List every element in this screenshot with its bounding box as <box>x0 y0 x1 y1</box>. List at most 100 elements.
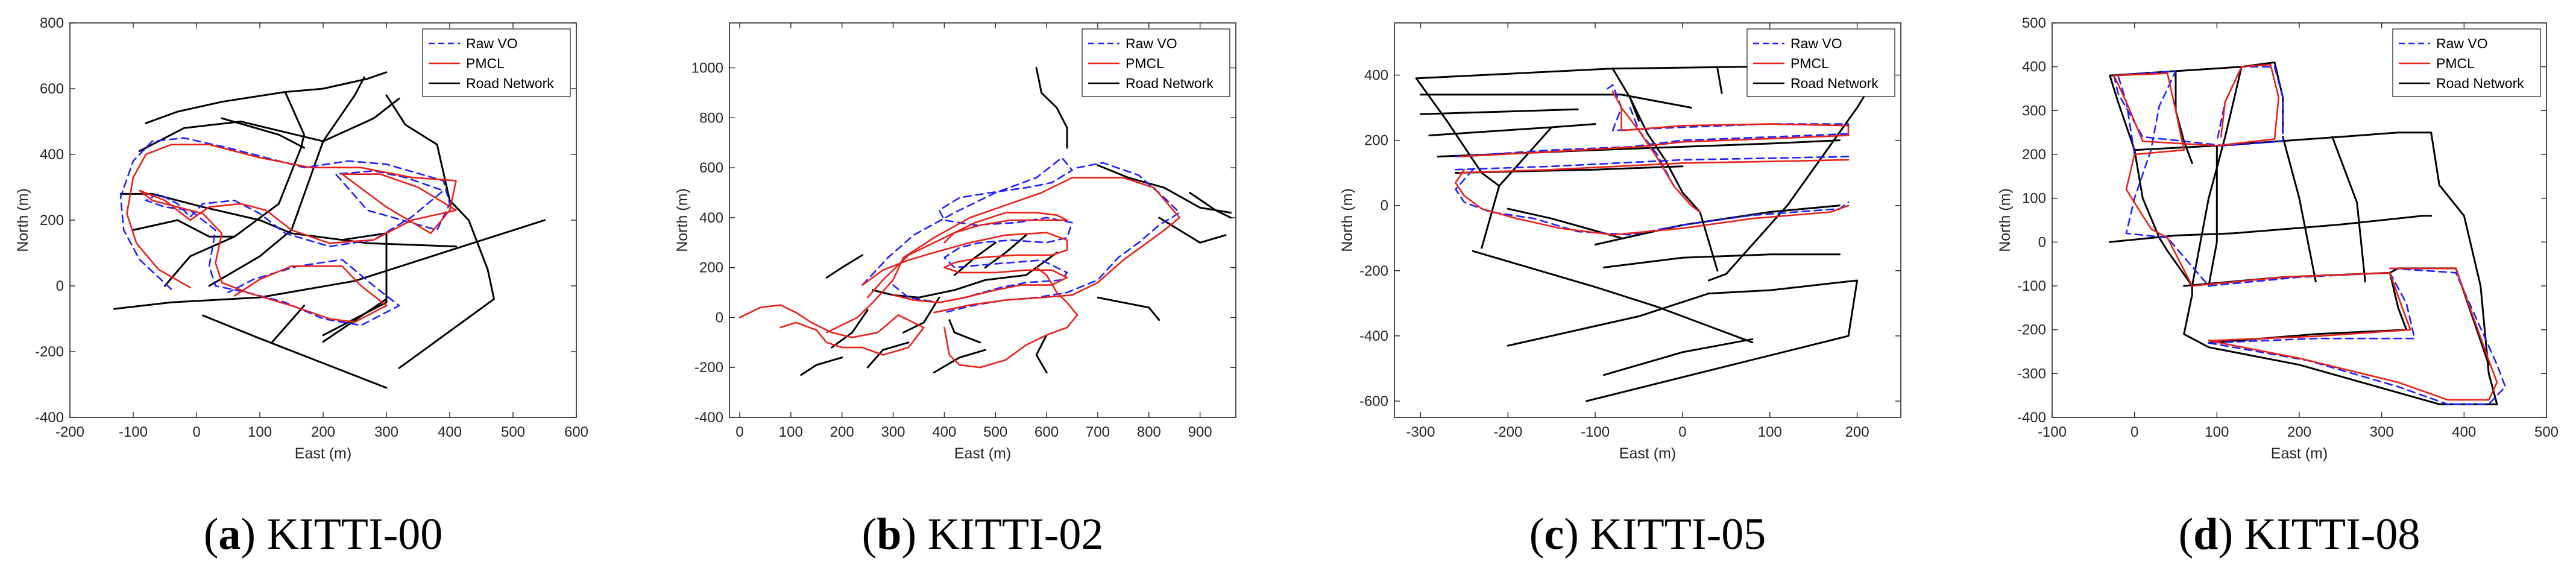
series-path <box>385 94 495 369</box>
caption-title: KITTI-02 <box>916 510 1103 559</box>
y-tick-label: -600 <box>1359 393 1388 410</box>
chart-caption: (a) KITTI-00 <box>204 510 443 559</box>
x-tick-label: 400 <box>438 424 462 440</box>
y-tick-label: -200 <box>35 344 64 360</box>
series-path <box>1025 252 1058 276</box>
legend-label: Road Network <box>1790 75 1878 91</box>
x-tick-label: 300 <box>2370 424 2394 440</box>
x-tick-label: 200 <box>2287 424 2311 440</box>
series-path <box>271 305 305 343</box>
series-pmcl <box>126 144 457 323</box>
y-tick-label: 600 <box>699 160 723 176</box>
x-tick-label: 100 <box>248 424 272 440</box>
chart-4: -100 0 100 200 300 400 500 -400 -300 -200 -100 0 100… <box>1997 15 2559 559</box>
y-tick-label: -400 <box>35 410 64 426</box>
series-path <box>2113 72 2498 401</box>
series-path <box>1459 90 1850 157</box>
series-path <box>1603 338 1754 376</box>
series-path <box>2208 145 2218 287</box>
series-path <box>1594 204 1841 245</box>
legend-label: Road Network <box>2436 75 2524 91</box>
legend: Raw VO PMCL Road Network <box>1746 28 1895 97</box>
series-path <box>126 144 457 323</box>
y-axis-label: North (m) <box>1997 188 2014 252</box>
series-path <box>1507 279 1859 402</box>
series-path <box>119 137 451 326</box>
y-tick-label: -200 <box>2017 322 2046 338</box>
series-path <box>902 296 940 334</box>
x-axis-label: East (m) <box>2271 445 2328 462</box>
series-path <box>2174 70 2193 164</box>
y-tick-label: 200 <box>2022 147 2046 163</box>
legend: Raw VO PMCL Road Network <box>1082 28 1230 97</box>
series-path <box>948 319 981 344</box>
legend-label: Raw VO <box>466 36 518 51</box>
caption-paren: ) <box>241 510 256 559</box>
plot-lines <box>2109 61 2507 405</box>
series-path <box>2113 70 2507 405</box>
series-path <box>1455 156 1850 171</box>
series-path <box>2282 136 2317 283</box>
series-path <box>2113 63 2280 147</box>
series-path <box>1459 159 1850 174</box>
series-path <box>2191 66 2243 287</box>
x-tick-label: -200 <box>55 424 84 440</box>
y-tick-label: 400 <box>699 210 723 226</box>
series-path <box>953 241 997 276</box>
series-path <box>800 356 843 376</box>
series-path <box>2389 271 2408 331</box>
x-tick-label: 800 <box>1137 424 1161 440</box>
caption-letter: d <box>2193 510 2218 559</box>
series-pmcl <box>2113 63 2498 401</box>
x-tick-label: -300 <box>1406 424 1435 440</box>
y-tick-label: 1000 <box>691 60 723 77</box>
caption-paren: ( <box>204 510 219 559</box>
series-path <box>1035 67 1068 149</box>
legend-label: PMCL <box>1790 55 1829 71</box>
y-tick-label: 200 <box>1364 133 1388 149</box>
series-path <box>2430 131 2498 405</box>
y-tick-label: 500 <box>2022 15 2046 31</box>
caption-paren: ( <box>2179 510 2194 559</box>
plot-lines <box>113 71 546 389</box>
x-tick-label: 100 <box>1758 424 1782 440</box>
series-path <box>1716 68 1723 94</box>
caption-paren: ) <box>2218 510 2233 559</box>
y-tick-label: 600 <box>40 81 64 97</box>
caption-title: KITTI-00 <box>256 510 442 559</box>
y-tick-label: 100 <box>2022 191 2046 207</box>
legend-label: PMCL <box>466 55 505 71</box>
y-tick-label: -400 <box>694 410 723 426</box>
y-axis-label: North (m) <box>674 188 691 252</box>
y-tick-label: 0 <box>716 309 723 326</box>
y-tick-label: -100 <box>2017 278 2046 294</box>
y-tick-label: 800 <box>699 110 723 126</box>
x-tick-label: 500 <box>983 424 1007 440</box>
legend-label: Raw VO <box>1126 36 1177 51</box>
series-path <box>1415 77 1501 187</box>
y-tick-label: 200 <box>40 212 64 229</box>
x-tick-label: 0 <box>735 424 743 440</box>
series-path <box>933 349 986 373</box>
x-tick-label: 200 <box>311 424 335 440</box>
x-axis-label: East (m) <box>1619 445 1676 462</box>
x-tick-label: 400 <box>932 424 956 440</box>
series-path <box>1603 253 1841 268</box>
caption-paren: ( <box>1529 510 1545 559</box>
chart-caption: (c) KITTI-05 <box>1529 510 1766 559</box>
series-path <box>825 177 1180 334</box>
series-path <box>861 232 1068 303</box>
y-axis-label: North (m) <box>1339 188 1356 252</box>
x-tick-label: -100 <box>2038 424 2067 440</box>
y-tick-label: -400 <box>1359 328 1388 344</box>
x-tick-label: -100 <box>119 424 148 440</box>
series-path <box>1419 108 1579 115</box>
series-path <box>221 117 305 149</box>
x-tick-label: 700 <box>1086 424 1110 440</box>
caption-letter: a <box>218 510 241 559</box>
series-path <box>984 234 1027 269</box>
y-axis-label: North (m) <box>14 188 31 252</box>
caption-title: KITTI-08 <box>2233 510 2420 559</box>
series-path <box>861 157 1073 303</box>
series-path <box>1707 64 1885 282</box>
